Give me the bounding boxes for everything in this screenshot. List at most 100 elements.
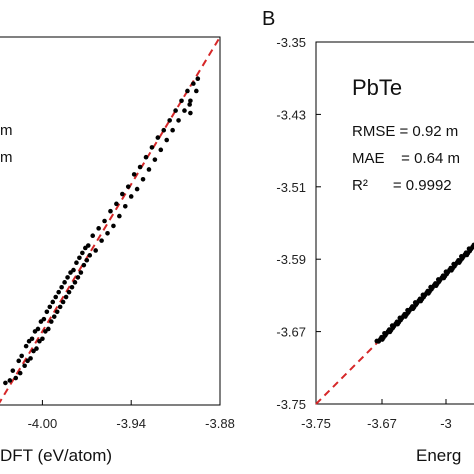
panel-a-point	[84, 257, 90, 263]
panel-a-point	[41, 316, 47, 322]
panel-a-point	[134, 186, 140, 192]
panel-a-point	[173, 108, 178, 113]
panel-a-point	[96, 226, 101, 231]
panel-a-frame	[0, 36, 221, 406]
panel-a-point	[29, 336, 35, 342]
panel-a-point	[143, 154, 149, 160]
panel-a-point	[75, 275, 81, 280]
panel-a-x-axis-label: DFT (eV/atom)	[0, 446, 112, 465]
panel-a-point	[13, 375, 19, 381]
panel-a-point	[155, 135, 161, 140]
panel-b-x-tick-label: -3.75	[301, 416, 331, 431]
panel-a-point	[140, 176, 146, 182]
panel-b-parity-line	[315, 244, 474, 405]
panel-a-point	[195, 76, 201, 82]
panel-a-point	[85, 243, 91, 248]
panel-a-point	[188, 110, 193, 116]
panel-a-point	[152, 157, 158, 162]
panel-a-point	[81, 262, 87, 268]
panel-a-point	[35, 326, 41, 332]
panel-b-y-tick-label: -3.43	[276, 107, 306, 122]
panel-a: -4.00 -3.94 -3.88 m m DFT (eV/atom)	[0, 36, 235, 465]
panel-b-y-tick-label: -3.75	[276, 397, 306, 412]
panel-a-point	[28, 356, 33, 361]
panel-b-frame	[315, 41, 474, 405]
panel-b-x-ticks: -3.75 -3.67 -3	[301, 399, 452, 431]
panel-b-x-tick-label: -3	[440, 416, 452, 431]
panel-a-point	[57, 304, 63, 310]
panel-a-point	[46, 326, 51, 332]
panel-a-point	[128, 194, 134, 199]
panel-a-point	[80, 250, 85, 256]
panel-a-point	[54, 309, 60, 315]
panel-a-point	[114, 201, 119, 207]
panel-a-point	[72, 280, 78, 285]
panel-b-stat-rmse: RMSE = 0.92 m	[352, 123, 458, 140]
panel-a-point	[108, 208, 113, 214]
panel-a-point	[50, 299, 56, 305]
panel-a-point	[187, 102, 192, 107]
panel-a-point	[185, 88, 190, 94]
panel-a-point	[93, 248, 98, 253]
panel-a-point	[62, 280, 67, 285]
panel-a-point	[51, 314, 57, 319]
panel-a-x-tick-label: -3.88	[205, 416, 235, 431]
panel-a-point	[90, 233, 96, 239]
panel-a-point	[53, 294, 59, 300]
panel-a-legend-fragment-1: m	[0, 122, 13, 139]
panel-a-x-tick-label: -3.94	[116, 416, 146, 431]
panel-a-point	[69, 284, 75, 290]
panel-b-material-label: PbTe	[352, 75, 402, 100]
panel-a-point	[149, 145, 155, 150]
panel-a-point	[161, 127, 167, 133]
panel-a-point	[56, 289, 61, 295]
panel-a-point	[74, 260, 79, 266]
panel-a-point	[137, 164, 143, 170]
panel-b-letter: B	[262, 8, 275, 30]
panel-a-point	[125, 184, 131, 189]
panel-a-point	[176, 118, 181, 123]
panel-a-point	[131, 172, 137, 177]
panel-a-point	[59, 284, 64, 290]
panel-a-x-tick-label: -4.00	[28, 416, 58, 431]
panel-a-point	[63, 294, 69, 300]
panel-a-point	[77, 255, 82, 261]
panel-a-point	[60, 299, 66, 305]
panel-a-point	[164, 137, 170, 143]
panel-a-point	[7, 378, 13, 383]
panel-a-point	[122, 203, 128, 209]
panel-a-x-ticks: -4.00 -3.94 -3.88	[28, 400, 235, 431]
panel-b-y-tick-label: -3.59	[276, 252, 306, 267]
panel-a-point	[179, 98, 184, 104]
panel-a-point	[111, 223, 116, 229]
panel-a-point	[87, 253, 93, 258]
panel-a-point	[44, 309, 50, 315]
panel-b-x-tick-label: -3.67	[367, 416, 397, 431]
panel-a-point	[158, 147, 164, 153]
panel-a-point	[194, 88, 199, 94]
panel-b-point	[471, 242, 474, 248]
panel-b-y-tick-label: -3.51	[276, 180, 306, 195]
panel-a-point	[48, 319, 54, 324]
panel-b-y-ticks: -3.35 -3.43 -3.51 -3.59 -3.67 -3.75	[276, 35, 321, 412]
panel-a-point	[167, 118, 172, 123]
panel-a-point	[22, 363, 27, 369]
panel-a-point	[23, 343, 29, 349]
panel-a-point	[17, 370, 23, 376]
panel-a-point	[102, 218, 107, 224]
panel-a-point	[182, 108, 187, 113]
panel-b-x-axis-label: Energ	[416, 446, 461, 465]
panel-a-point	[105, 230, 110, 236]
panel-b-stat-r2: R² = 0.9992	[352, 177, 452, 194]
panel-a-point	[71, 267, 76, 273]
panel-a-point	[34, 346, 39, 351]
panel-a-point	[66, 289, 72, 295]
panel-a-point	[19, 353, 24, 359]
panel-a-legend-fragment-2: m	[0, 149, 13, 166]
panel-a-point	[170, 127, 175, 133]
panel-a-point	[40, 336, 45, 342]
panel-a-point	[10, 368, 16, 373]
panel-a-point	[78, 270, 84, 275]
panel-a-point	[191, 81, 196, 86]
panel-a-point	[47, 304, 53, 310]
